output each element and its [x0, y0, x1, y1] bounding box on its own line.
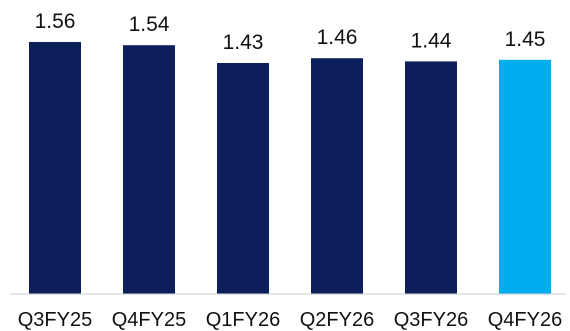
bar-q2fy26: [311, 58, 363, 295]
data-label-q1fy26: 1.43: [223, 31, 264, 54]
data-labels-group: 1.56 1.54 1.43 1.46 1.44 1.45: [35, 10, 546, 54]
bar-q3fy26: [405, 61, 457, 295]
data-label-q2fy26: 1.46: [317, 26, 358, 49]
x-tick-label-q4fy26: Q4FY26: [488, 309, 562, 331]
x-tick-label-q3fy25: Q3FY25: [18, 309, 92, 331]
data-label-q3fy25: 1.56: [35, 10, 76, 33]
bar-q4fy25: [123, 45, 175, 295]
x-tick-labels-group: Q3FY25 Q4FY25 Q1FY26 Q2FY26 Q3FY26 Q4FY26: [18, 309, 562, 331]
data-label-q3fy26: 1.44: [411, 29, 452, 52]
x-tick-label-q2fy26: Q2FY26: [300, 309, 374, 331]
bars-group: [29, 42, 551, 295]
x-tick-label-q3fy26: Q3FY26: [394, 309, 468, 331]
bar-q1fy26: [217, 63, 269, 294]
data-label-q4fy25: 1.54: [129, 13, 170, 36]
bar-q3fy25: [29, 42, 81, 294]
bar-q4fy26: [499, 59, 551, 294]
x-tick-label-q4fy25: Q4FY25: [112, 309, 186, 331]
data-label-q4fy26: 1.45: [505, 28, 546, 51]
x-tick-label-q1fy26: Q1FY26: [206, 309, 280, 331]
